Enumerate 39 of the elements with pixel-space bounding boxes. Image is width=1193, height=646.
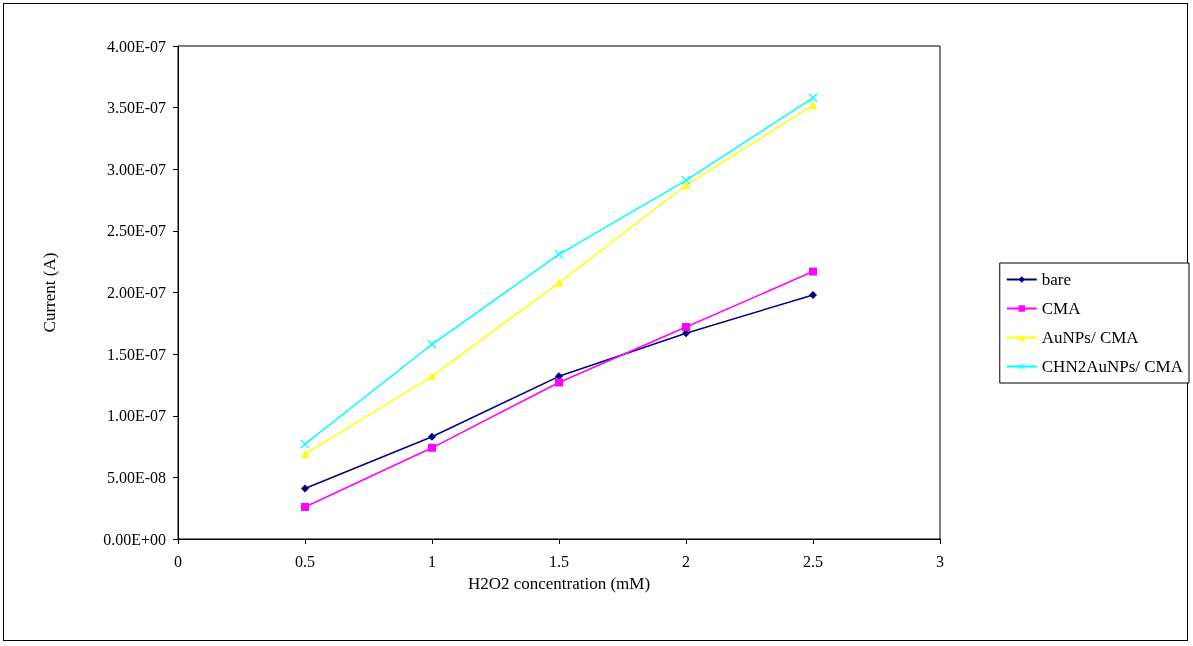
point — [682, 323, 690, 332]
point — [554, 249, 564, 259]
point — [808, 93, 818, 103]
point — [681, 175, 691, 185]
point — [428, 372, 436, 381]
x-tick-label: 3 — [936, 552, 944, 570]
x-tick-label: 2.5 — [803, 552, 823, 570]
x-tick-label: 2 — [682, 552, 690, 570]
x-tick-label: 0 — [174, 552, 182, 570]
legend-label: CMA — [1041, 299, 1082, 318]
point — [301, 484, 309, 493]
y-tick-label: 1.50E-07 — [106, 345, 166, 363]
point — [682, 181, 690, 190]
legend-label: bare — [1041, 270, 1072, 289]
point — [809, 290, 817, 299]
y-tick-label: 5.00E-08 — [106, 468, 166, 486]
y-tick-label: 3.00E-07 — [106, 160, 166, 178]
y-axis-title: Current (A) — [40, 252, 59, 333]
y-tick-label: 1.00E-07 — [106, 407, 166, 425]
point — [555, 378, 563, 387]
point — [301, 502, 309, 511]
x-tick-label: 1 — [428, 552, 436, 570]
x-tick-label: 1.5 — [549, 552, 569, 570]
y-tick-label: 4.00E-07 — [106, 37, 166, 55]
point — [809, 267, 817, 276]
x-tick-label: 0.5 — [295, 552, 315, 570]
legend-label: CHN2AuNPs/ CMA — [1041, 357, 1184, 376]
legend-label: AuNPs/ CMA — [1041, 328, 1140, 347]
point — [427, 339, 437, 349]
point — [809, 101, 817, 110]
y-tick-label: 3.50E-07 — [106, 99, 166, 117]
point — [555, 278, 563, 287]
y-tick-label: 2.00E-07 — [106, 284, 166, 301]
point — [301, 449, 309, 458]
point — [428, 432, 436, 441]
y-tick-label: 2.50E-07 — [106, 222, 166, 240]
x-axis-title: H2O2 concentration (mM) — [467, 574, 651, 593]
point — [428, 443, 436, 452]
y-tick-label: 0.00E+00 — [103, 530, 166, 548]
